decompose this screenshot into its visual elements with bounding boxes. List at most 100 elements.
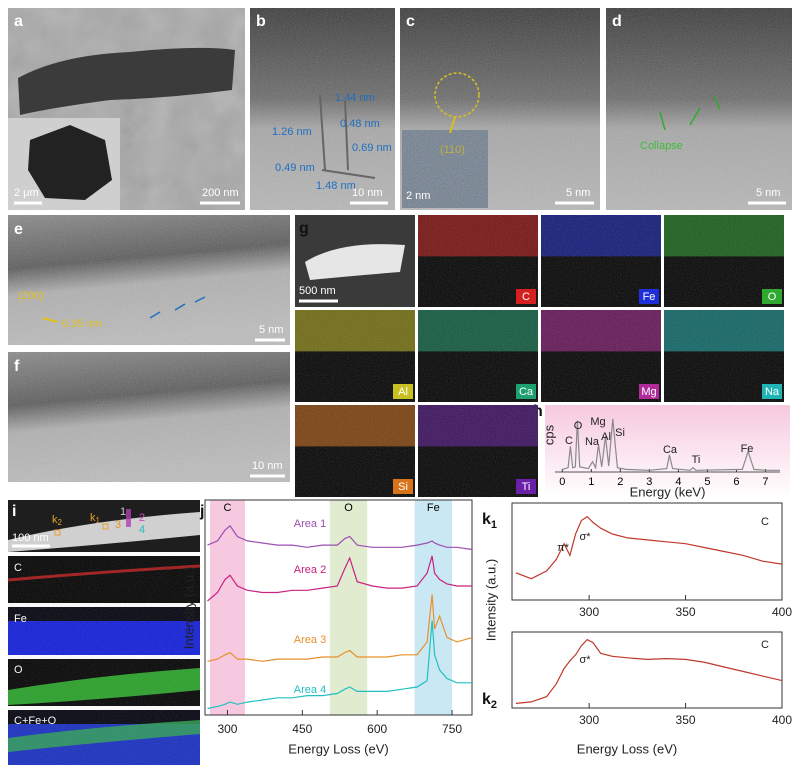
panel-label-base: k (482, 511, 491, 528)
spectrum-line (207, 555, 472, 602)
x-tick-label: 300 (579, 605, 599, 619)
map-tag (639, 289, 659, 304)
x-tick-label: 7 (762, 476, 768, 488)
map-label: C (522, 291, 530, 303)
x-tick-label: 600 (367, 722, 387, 736)
series-label: Area 1 (294, 518, 326, 530)
plane-label: (200) (18, 290, 44, 302)
point-label: 2 (139, 512, 145, 524)
map-tag (393, 479, 413, 494)
texture (8, 556, 200, 765)
point-label: 3 (115, 519, 121, 531)
y-axis-label: cps (541, 424, 556, 445)
spectrum-background (545, 405, 790, 497)
panel-label: a (14, 13, 23, 30)
x-axis-label: Energy Loss (eV) (288, 741, 388, 756)
energy-band (329, 500, 368, 715)
arrows (659, 95, 721, 131)
panel-label-base: k (482, 691, 491, 708)
y-axis-label: Intensity (a.u.) (483, 559, 498, 641)
panel-label: k2 (482, 691, 497, 711)
panel-b: b 1.44 nm 0.48 nm 1.26 nm 0.69 nm 0.49 n… (250, 8, 395, 210)
spectrum-line (207, 620, 472, 710)
point-marker (102, 523, 109, 530)
map-label: O (768, 291, 777, 303)
measurement: 1.48 nm (316, 180, 356, 192)
annotation: Collapse (640, 140, 683, 152)
panel-label: i (12, 503, 16, 520)
arrows (149, 296, 206, 319)
spectrum-line (562, 418, 780, 471)
arrow (449, 116, 456, 134)
scale-label: 10 nm (352, 187, 383, 199)
particle (305, 244, 405, 280)
plot-frame (511, 631, 783, 709)
point-label: 1 (120, 506, 126, 518)
texture (8, 352, 290, 482)
band-label: Fe (427, 502, 440, 514)
plane-label: (110) (440, 144, 465, 156)
map-tag (516, 479, 536, 494)
measurement: 1.44 nm (335, 92, 375, 104)
annotation: σ* (579, 531, 591, 543)
panel-label: g (299, 220, 309, 237)
energy-band (209, 500, 245, 715)
point-marker (54, 529, 61, 536)
scale-label: 10 nm (252, 460, 283, 472)
x-tick-label: 2 (617, 476, 623, 488)
panel-f: f 10 nm (8, 352, 290, 482)
panel-label: b (256, 13, 266, 30)
scale-label: 5 nm (259, 324, 283, 336)
spectrum-line (515, 515, 783, 580)
x-tick-label: 300 (579, 713, 599, 727)
x-tick-label: 0 (559, 476, 565, 488)
x-tick-label: 350 (676, 605, 696, 619)
highlight (434, 72, 480, 118)
annotation: Ti (692, 454, 701, 466)
annotation: C (761, 639, 769, 651)
map-tag (516, 289, 536, 304)
scale-label: 2 nm (406, 190, 430, 202)
measurement: 0.69 nm (352, 142, 392, 154)
spacing-label: 0.35 nm (62, 318, 102, 330)
point-label: k2 (52, 514, 63, 527)
panel-label: c (406, 13, 415, 30)
texture (250, 8, 395, 210)
annotation: π* (557, 542, 570, 554)
panel-d: d Collapse 5 nm (606, 8, 792, 210)
annotation: C (761, 516, 769, 528)
annotation: O (574, 420, 583, 432)
annotation: Fe (741, 443, 754, 455)
particle (28, 125, 112, 200)
x-tick-label: 5 (704, 476, 710, 488)
plot-frame (204, 499, 473, 716)
measurement: 0.49 nm (275, 162, 315, 174)
spectrum-line (515, 638, 783, 704)
scale-label: 5 nm (756, 187, 780, 199)
scale-label: 200 nm (202, 187, 239, 199)
point-label: 4 (139, 524, 145, 536)
panel-label: k1 (482, 511, 497, 531)
x-tick-label: 750 (442, 722, 462, 736)
annotation: σ* (579, 654, 591, 666)
annotation: Si (615, 427, 625, 439)
panel-a: a 2 μm 200 nm (8, 8, 245, 210)
map-label: Ti (522, 481, 531, 493)
series-label: Area 4 (294, 684, 326, 696)
point-label: k1 (90, 512, 101, 525)
map-tag (639, 384, 659, 399)
texture (402, 130, 488, 208)
map-label: Si (398, 481, 408, 493)
arrow (41, 317, 59, 323)
panel-label-sub: 1 (491, 519, 497, 531)
x-axis-label: Energy (keV) (630, 484, 706, 499)
x-tick-label: 450 (292, 722, 312, 736)
measurement: 0.48 nm (340, 118, 380, 130)
panel-label: f (14, 358, 20, 375)
scale-label: 5 nm (566, 187, 590, 199)
map-tag (393, 384, 413, 399)
band-label: O (344, 502, 353, 514)
plot-frame (511, 502, 783, 601)
panel-label: d (612, 13, 622, 30)
